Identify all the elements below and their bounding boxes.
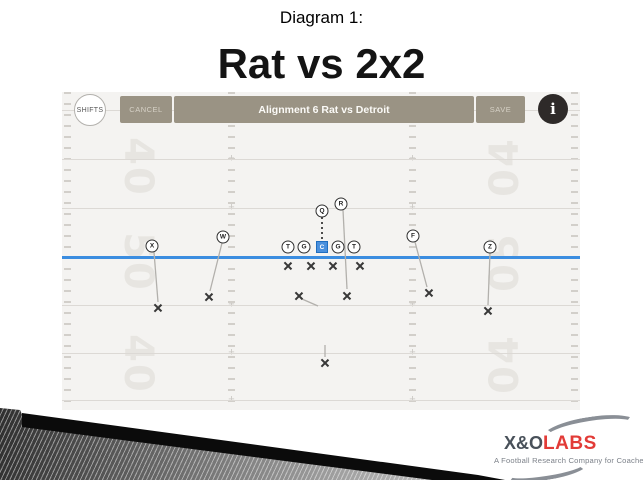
cancel-button[interactable]: CANCEL [120,96,172,123]
shifts-button[interactable]: SHIFTS [74,94,106,126]
logo-brand-labs: LABS [543,433,597,454]
page-title: Rat vs 2x2 [217,40,426,87]
offense-player-x[interactable]: X [145,239,159,253]
xo-labs-logo: X&OLABS A Football Research Company for … [478,409,643,480]
line-of-scrimmage [62,256,580,259]
offense-player-t[interactable]: T [281,240,295,254]
logo-brand: X&OLABS [504,433,597,455]
logo-brand-xo: X&O [504,433,544,453]
assignment-lines [153,209,491,357]
defense-player-x[interactable] [306,261,316,271]
defense-player-x[interactable] [483,306,493,316]
yard-line [62,159,580,160]
defense-player-x[interactable] [153,303,163,313]
alignment-title: Alignment 6 Rat vs Detroit [174,96,474,123]
slide-heading: Diagram 1: [279,8,364,27]
hash-marks [228,92,235,410]
info-icon[interactable]: i [538,94,568,124]
yard-line [62,400,580,401]
offense-player-g[interactable]: G [331,240,345,254]
hash-marks [571,92,578,410]
yard-line [62,305,580,306]
offense-player-g[interactable]: G [297,240,311,254]
defense-player-x[interactable] [355,261,365,271]
logo-tagline: A Football Research Company for Coaches [494,456,643,465]
offense-player-r[interactable]: R [334,197,348,211]
offense-player-z[interactable]: Z [483,240,497,254]
hash-marks [409,92,416,410]
defense-player-x[interactable] [283,261,293,271]
offense-player-w[interactable]: W [216,230,230,244]
defense-player-x[interactable] [320,358,330,368]
offense-player-q[interactable]: Q [315,204,329,218]
defense-player-x[interactable] [328,261,338,271]
defense-player-x[interactable] [204,292,214,302]
save-button[interactable]: SAVE [476,96,525,123]
defense-player-x[interactable] [294,291,304,301]
selected-center-player[interactable]: C [316,241,328,253]
slide-footer-decoration [0,405,643,480]
offense-player-f[interactable]: F [406,229,420,243]
hash-marks [64,92,71,410]
offense-player-t[interactable]: T [347,240,361,254]
defense-player-x[interactable] [342,291,352,301]
yard-line [62,353,580,354]
defense-player-x[interactable] [424,288,434,298]
